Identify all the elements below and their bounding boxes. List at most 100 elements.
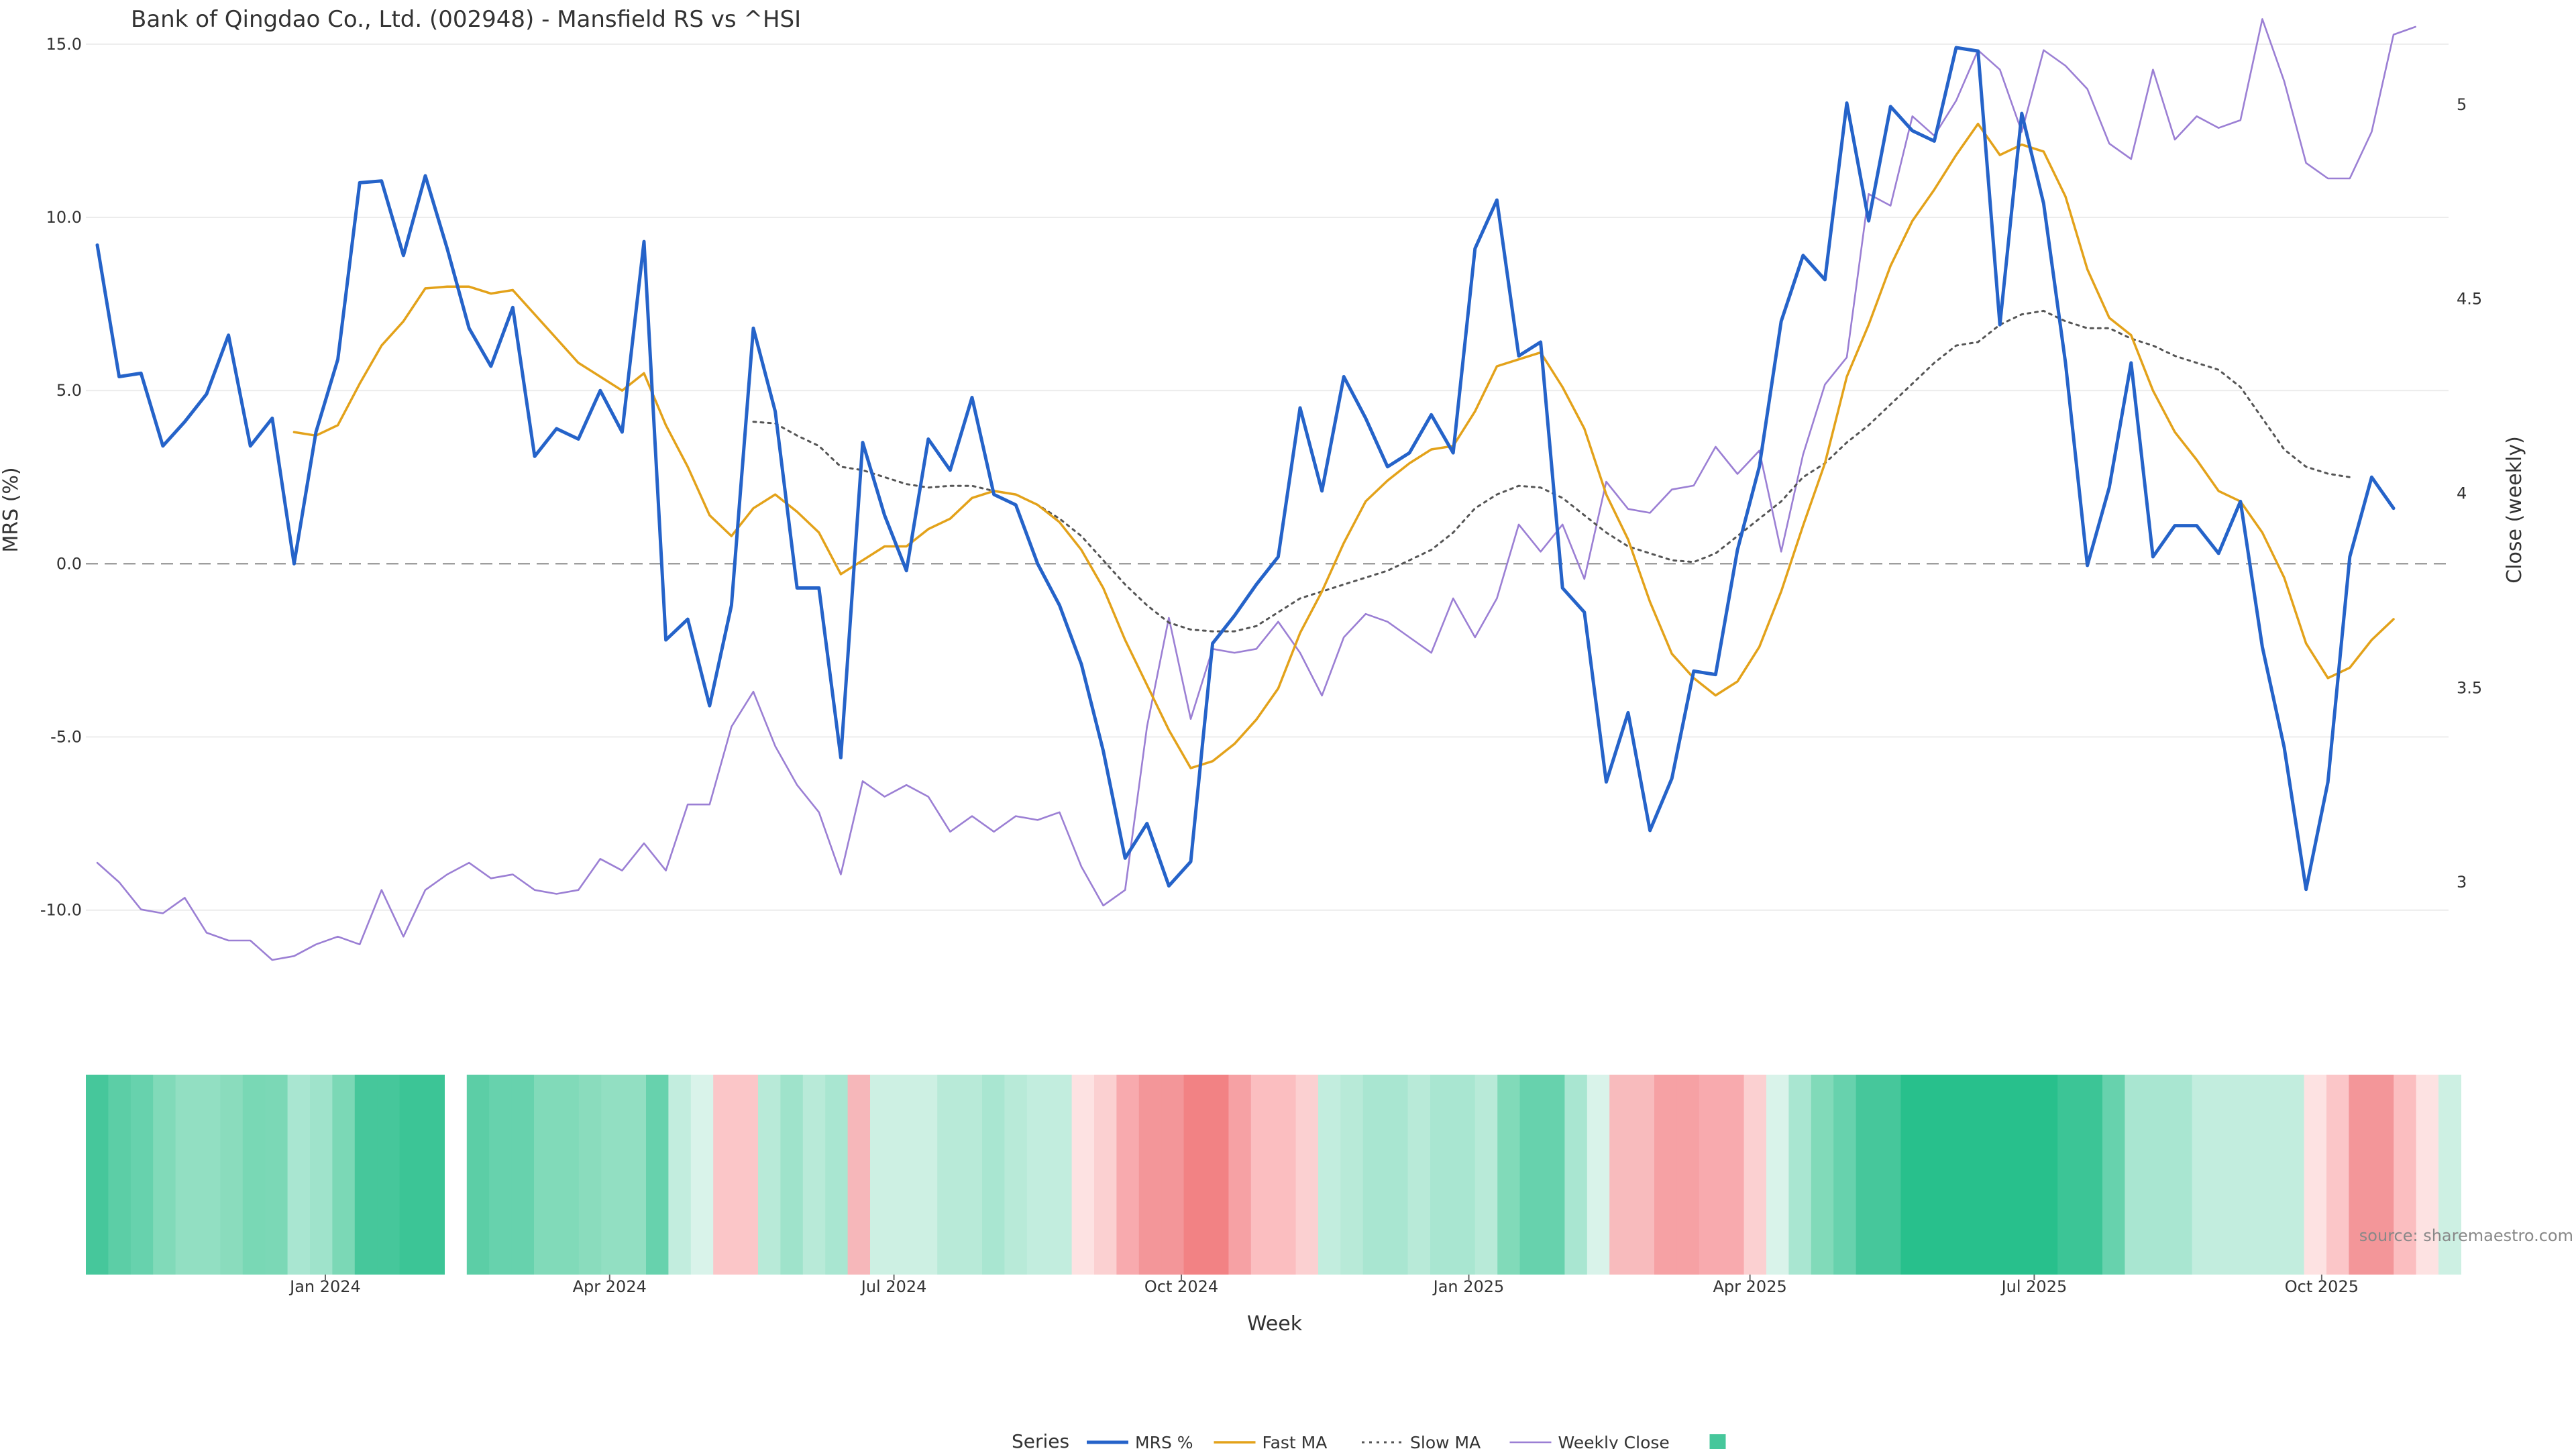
x-tick-label: Oct 2024 xyxy=(1144,1277,1218,1296)
gridlines xyxy=(86,43,2449,911)
regime-cell xyxy=(713,1075,737,1275)
regime-cell xyxy=(332,1075,356,1275)
regime-cell xyxy=(198,1075,221,1275)
regime-cell xyxy=(1609,1075,1633,1275)
legend-label: MRS % xyxy=(1135,1433,1193,1449)
regime-cell xyxy=(2394,1075,2417,1275)
left-tick-label: -10.0 xyxy=(40,901,82,920)
regime-cell xyxy=(2259,1075,2282,1275)
regime-cell xyxy=(489,1075,513,1275)
regime-cell xyxy=(1362,1075,1386,1275)
regime-cell xyxy=(220,1075,244,1275)
left-tick-label: 0.0 xyxy=(56,554,82,573)
regime-cell xyxy=(1430,1075,1453,1275)
left-tick-label: 15.0 xyxy=(46,35,82,54)
regime-cell xyxy=(1542,1075,1565,1275)
x-tick-label: Apr 2025 xyxy=(1713,1277,1787,1296)
regime-cell xyxy=(2371,1075,2394,1275)
regime-cell xyxy=(1228,1075,1252,1275)
right-axis-ticks: 5 4.5 4 3.5 3 xyxy=(2457,95,2482,892)
regime-cell xyxy=(1497,1075,1521,1275)
regime-cell xyxy=(2035,1075,2058,1275)
regime-cell xyxy=(86,1075,109,1275)
regime-cell xyxy=(1766,1075,1789,1275)
left-tick-label: 10.0 xyxy=(46,208,82,227)
regime-cell xyxy=(1206,1075,1229,1275)
regime-cell xyxy=(2237,1075,2260,1275)
regime-cell xyxy=(1721,1075,1745,1275)
regime-cell xyxy=(175,1075,199,1275)
right-tick-label: 3 xyxy=(2457,873,2467,892)
x-axis-title: Week xyxy=(1247,1312,1303,1336)
regime-cell xyxy=(2304,1075,2327,1275)
regime-cell xyxy=(511,1075,535,1275)
regime-cell xyxy=(668,1075,692,1275)
regime-cell xyxy=(2214,1075,2237,1275)
chart-title: Bank of Qingdao Co., Ltd. (002948) - Man… xyxy=(131,6,801,33)
regime-cell xyxy=(802,1075,826,1275)
regime-cell xyxy=(1923,1075,1946,1275)
left-tick-label: -5.0 xyxy=(50,728,82,747)
regime-cell xyxy=(601,1075,625,1275)
regime-cell xyxy=(1407,1075,1431,1275)
regime-cell xyxy=(1788,1075,1812,1275)
legend-label: Fast MA xyxy=(1263,1433,1328,1449)
regime-cell xyxy=(1856,1075,1879,1275)
regime-cell xyxy=(892,1075,916,1275)
regime-cell xyxy=(242,1075,266,1275)
regime-cell xyxy=(130,1075,154,1275)
regime-cell xyxy=(690,1075,714,1275)
regime-cell xyxy=(1833,1075,1857,1275)
regime-cell xyxy=(1699,1075,1722,1275)
left-tick-label: 5.0 xyxy=(56,381,82,400)
regime-cell xyxy=(1295,1075,1319,1275)
regime-cell xyxy=(1273,1075,1297,1275)
regime-cell xyxy=(959,1075,983,1275)
regime-cell xyxy=(1519,1075,1543,1275)
regime-cell xyxy=(377,1075,400,1275)
regime-cell xyxy=(1654,1075,1677,1275)
regime-cell xyxy=(2192,1075,2215,1275)
regime-cell xyxy=(534,1075,557,1275)
legend: Series MRS % Fast MA Slow MA Weekly Close xyxy=(1012,1430,1726,1449)
regime-cell xyxy=(914,1075,938,1275)
regime-cell xyxy=(2326,1075,2349,1275)
regime-cell xyxy=(556,1075,580,1275)
regime-cell xyxy=(2282,1075,2305,1275)
legend-regime-swatch xyxy=(1709,1434,1726,1449)
regime-cell xyxy=(1116,1075,1140,1275)
mrs-line xyxy=(95,46,2396,892)
regime-cell xyxy=(2147,1075,2170,1275)
right-tick-label: 4 xyxy=(2457,484,2467,503)
regime-cell xyxy=(2349,1075,2372,1275)
regime-cell xyxy=(937,1075,961,1275)
right-tick-label: 3.5 xyxy=(2457,678,2482,697)
regime-cell xyxy=(1743,1075,1767,1275)
regime-cell xyxy=(578,1075,602,1275)
regime-cell xyxy=(153,1075,176,1275)
regime-cell xyxy=(870,1075,893,1275)
right-tick-label: 5 xyxy=(2457,95,2467,114)
x-tick-label: Oct 2025 xyxy=(2285,1277,2359,1296)
regime-cell xyxy=(1968,1075,1991,1275)
regime-cell xyxy=(1340,1075,1364,1275)
regime-cell xyxy=(758,1075,781,1275)
regime-cell xyxy=(1811,1075,1834,1275)
regime-cell xyxy=(1049,1075,1073,1275)
regime-cell xyxy=(982,1075,1005,1275)
weekly-close-line xyxy=(96,18,2416,961)
regime-cell xyxy=(1250,1075,1274,1275)
left-axis-title: MRS (%) xyxy=(0,467,23,552)
regime-cell xyxy=(108,1075,131,1275)
regime-cell xyxy=(735,1075,759,1275)
regime-cell xyxy=(2102,1075,2125,1275)
regime-cell xyxy=(422,1075,445,1275)
regime-cell xyxy=(623,1075,647,1275)
right-axis-title: Close (weekly) xyxy=(2503,436,2526,584)
regime-cell xyxy=(1318,1075,1341,1275)
regime-cell xyxy=(2169,1075,2193,1275)
regime-cell xyxy=(1385,1075,1409,1275)
regime-cell xyxy=(1990,1075,2013,1275)
regime-cell xyxy=(2416,1075,2439,1275)
x-tick-label: Jan 2024 xyxy=(288,1277,361,1296)
